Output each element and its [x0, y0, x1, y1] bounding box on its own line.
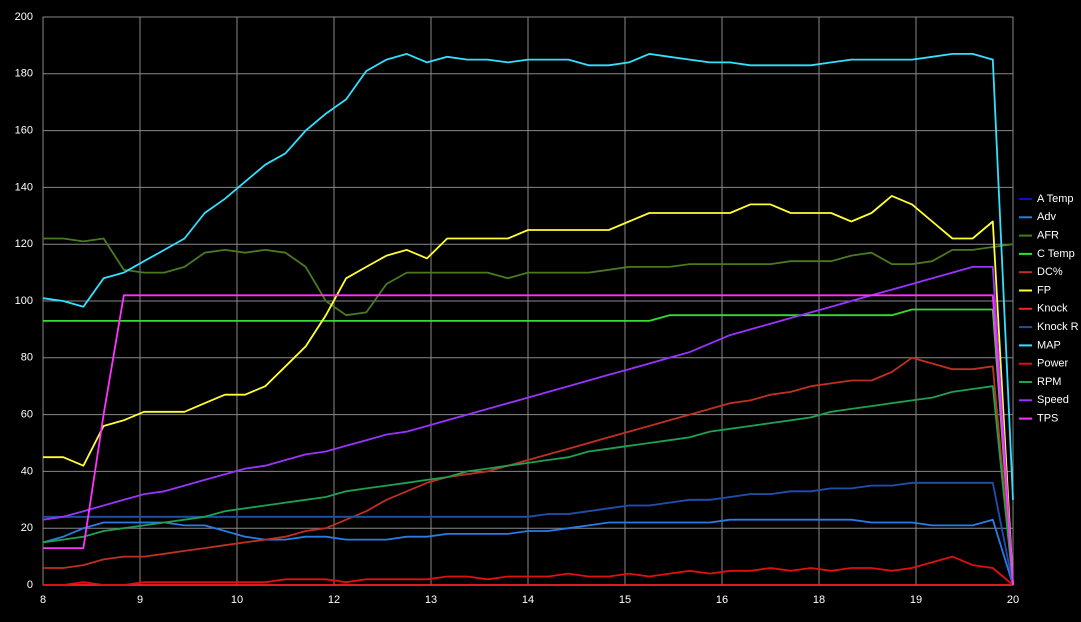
x-tick-label: 9	[137, 594, 143, 606]
series-line	[43, 195, 1014, 586]
x-tick-label: 20	[1007, 594, 1019, 606]
legend-label: C Temp	[1037, 248, 1075, 260]
x-tick-label: 13	[425, 594, 437, 606]
legend-label: TPS	[1037, 413, 1058, 425]
series-line	[42, 385, 1014, 586]
x-tick-label: 18	[813, 594, 825, 606]
series-line	[42, 53, 1014, 500]
y-tick-label: 40	[21, 465, 33, 477]
series-line	[42, 266, 1014, 586]
series-line	[43, 237, 1014, 317]
x-tick-label: 8	[40, 594, 46, 606]
series-line	[42, 518, 1014, 586]
y-tick-label: 80	[21, 352, 33, 364]
x-tick-label: 15	[619, 594, 631, 606]
x-tick-label: 14	[522, 594, 534, 606]
series-line	[43, 308, 1014, 586]
legend-label: AFR	[1037, 230, 1059, 242]
legend-label: Speed	[1037, 394, 1069, 406]
legend-label: MAP	[1037, 339, 1061, 351]
legend-label: Adv	[1037, 211, 1056, 223]
legend-label: Power	[1037, 358, 1069, 370]
y-tick-label: 120	[15, 238, 33, 250]
x-tick-label: 12	[328, 594, 340, 606]
y-tick-label: 200	[15, 11, 33, 23]
series-line	[43, 356, 1014, 586]
series-line	[43, 294, 1014, 586]
legend-label: RPM	[1037, 376, 1061, 388]
legend-label: Knock R	[1037, 321, 1079, 333]
legend-label: A Temp	[1037, 193, 1074, 205]
y-tick-label: 60	[21, 409, 33, 421]
x-tick-label: 16	[716, 594, 728, 606]
legend-label: DC%	[1037, 266, 1063, 278]
y-tick-label: 20	[21, 522, 33, 534]
y-tick-label: 0	[27, 579, 33, 591]
series-line	[43, 555, 1014, 586]
y-tick-label: 140	[15, 181, 33, 193]
y-tick-label: 100	[15, 295, 33, 307]
legend-label: FP	[1037, 284, 1051, 296]
y-tick-label: 160	[15, 125, 33, 137]
y-tick-label: 180	[15, 68, 33, 80]
x-tick-label: 19	[910, 594, 922, 606]
x-tick-label: 10	[231, 594, 243, 606]
legend-label: Knock	[1037, 303, 1068, 315]
